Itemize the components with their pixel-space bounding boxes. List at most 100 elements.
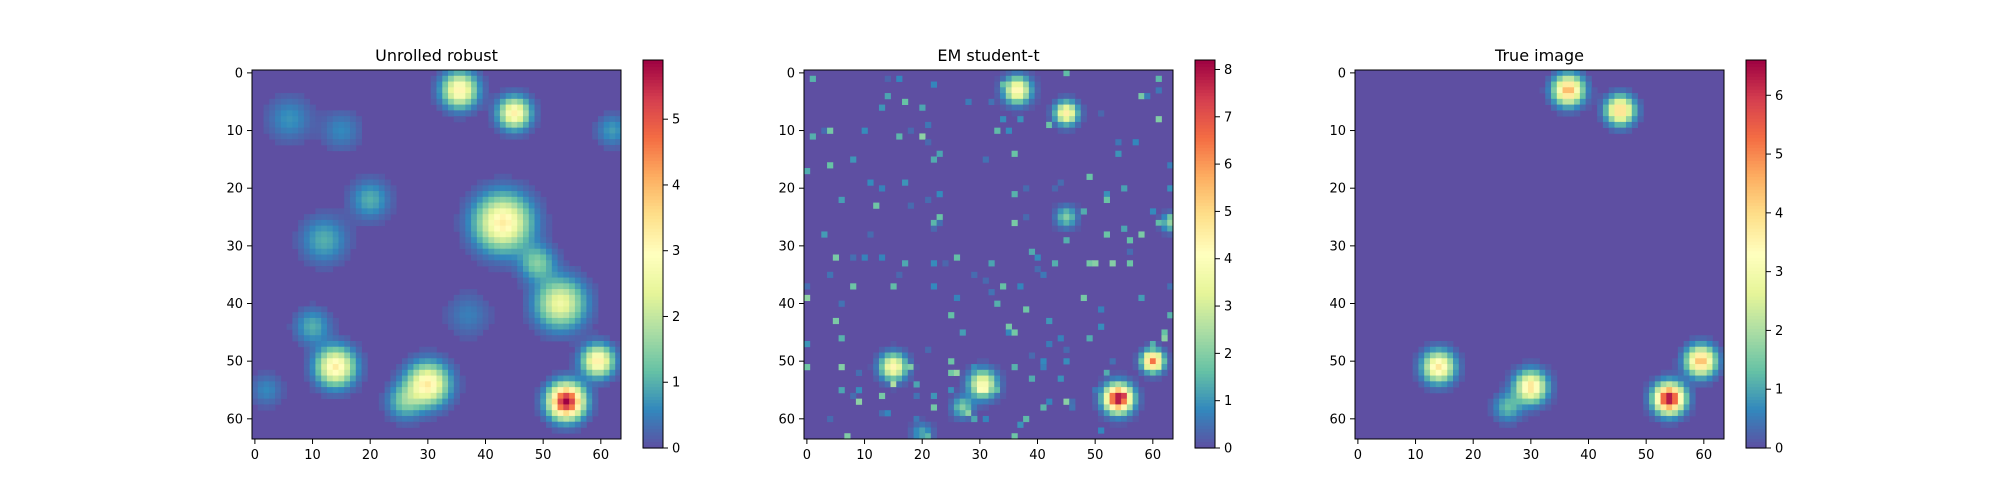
heatmap-cell — [453, 219, 460, 227]
heatmap-cell — [574, 312, 582, 319]
heatmap-cell — [557, 289, 564, 296]
heatmap-cell — [1574, 93, 1581, 100]
heatmap-cell — [488, 185, 495, 192]
heatmap-cell — [1023, 185, 1030, 192]
heatmap-cell — [827, 162, 834, 169]
colorbar-segment — [1746, 418, 1766, 423]
heatmap-cell — [615, 133, 622, 140]
heatmap-cell — [499, 214, 507, 221]
heatmap-cell — [476, 196, 484, 204]
heatmap-cell — [476, 294, 484, 302]
heatmap-cell — [982, 375, 989, 382]
heatmap-cell — [597, 139, 605, 146]
heatmap-cell — [580, 346, 587, 353]
heatmap-cell — [482, 312, 489, 319]
heatmap-cell — [896, 271, 903, 278]
heatmap-cell — [1063, 104, 1070, 111]
heatmap-cell — [292, 329, 299, 336]
heatmap-cell — [580, 381, 587, 388]
heatmap-cell — [534, 260, 541, 267]
colorbar-segment — [643, 425, 663, 430]
heatmap-cell — [569, 312, 576, 319]
heatmap-cell — [350, 139, 357, 146]
heatmap-cell — [1504, 421, 1512, 428]
colorbar-segment — [1195, 325, 1215, 329]
heatmap-cell — [563, 375, 570, 382]
heatmap-cell — [1533, 387, 1540, 394]
heatmap-cell — [1585, 75, 1592, 82]
heatmap-cell — [1458, 364, 1465, 371]
heatmap-cell — [563, 329, 570, 336]
colorbar-segment — [643, 224, 663, 229]
colorbar-segment — [643, 380, 663, 384]
colorbar-segment — [1195, 386, 1215, 391]
heatmap-cell — [1712, 364, 1719, 371]
heatmap-cell — [1493, 392, 1500, 400]
heatmap-cell — [884, 93, 891, 100]
heatmap-cell — [1689, 381, 1696, 388]
heatmap-cell — [350, 352, 357, 359]
heatmap-cell — [344, 225, 351, 232]
heatmap-cell — [1011, 219, 1018, 227]
colorbar-segment — [1195, 315, 1215, 320]
colorbar-segment — [1746, 260, 1766, 265]
heatmap-cell — [1121, 369, 1128, 376]
heatmap-cell — [476, 179, 484, 186]
heatmap-cell — [1516, 381, 1523, 388]
axes-frame — [1354, 69, 1725, 440]
heatmap-cell — [1625, 121, 1633, 129]
heatmap-cell — [361, 369, 368, 376]
heatmap-cell — [350, 196, 357, 204]
heatmap-cell — [592, 392, 599, 400]
heatmap-cell — [309, 260, 316, 267]
heatmap-cell — [1155, 346, 1162, 353]
heatmap-cell — [1074, 98, 1082, 105]
heatmap-cell — [390, 185, 397, 192]
heatmap-cell — [1080, 116, 1087, 123]
heatmap-cell — [1435, 387, 1442, 394]
heatmap-cell — [1516, 404, 1523, 411]
colorbar-segment — [643, 441, 663, 446]
heatmap-cell — [511, 116, 518, 123]
heatmap-cell — [430, 364, 437, 371]
heatmap-cell — [540, 312, 547, 319]
colorbar-segment — [1746, 409, 1766, 414]
heatmap-cell — [563, 300, 570, 307]
heatmap-cell — [505, 219, 512, 227]
heatmap-cell — [1672, 364, 1679, 371]
heatmap-cell — [534, 294, 541, 302]
heatmap-cell — [1063, 214, 1070, 221]
heatmap-cell — [257, 375, 264, 382]
colorbar-segment — [1746, 360, 1766, 365]
heatmap-cell — [1161, 358, 1168, 365]
heatmap-cell — [930, 81, 938, 88]
colorbar-segment — [1746, 296, 1766, 300]
heatmap-cell — [505, 266, 512, 273]
colorbar-segment — [1195, 263, 1215, 268]
heatmap-cell — [1161, 208, 1168, 215]
heatmap-cell — [1109, 358, 1116, 365]
y-tick-label: 60 — [1329, 412, 1346, 427]
heatmap-cell — [1602, 116, 1610, 123]
heatmap-cell — [430, 381, 437, 388]
heatmap-cell — [930, 156, 938, 163]
heatmap-cell — [1005, 127, 1012, 134]
heatmap-cell — [407, 352, 414, 359]
heatmap-cell — [1677, 358, 1685, 365]
heatmap-cell — [1672, 398, 1679, 405]
heatmap-cell — [355, 219, 362, 227]
heatmap-cell — [936, 191, 943, 198]
heatmap-cell — [586, 392, 593, 400]
heatmap-cell — [505, 98, 512, 105]
heatmap-cell — [1046, 317, 1053, 325]
heatmap-cell — [592, 335, 599, 342]
heatmap-cell — [574, 410, 582, 417]
heatmap-cell — [453, 317, 460, 325]
heatmap-cell — [534, 289, 541, 296]
heatmap-cell — [355, 375, 362, 382]
heatmap-cell — [1643, 398, 1650, 405]
heatmap-cell — [1504, 410, 1512, 417]
heatmap-cell — [309, 346, 316, 353]
colorbar-segment — [643, 292, 663, 297]
heatmap-cell — [1034, 254, 1041, 261]
